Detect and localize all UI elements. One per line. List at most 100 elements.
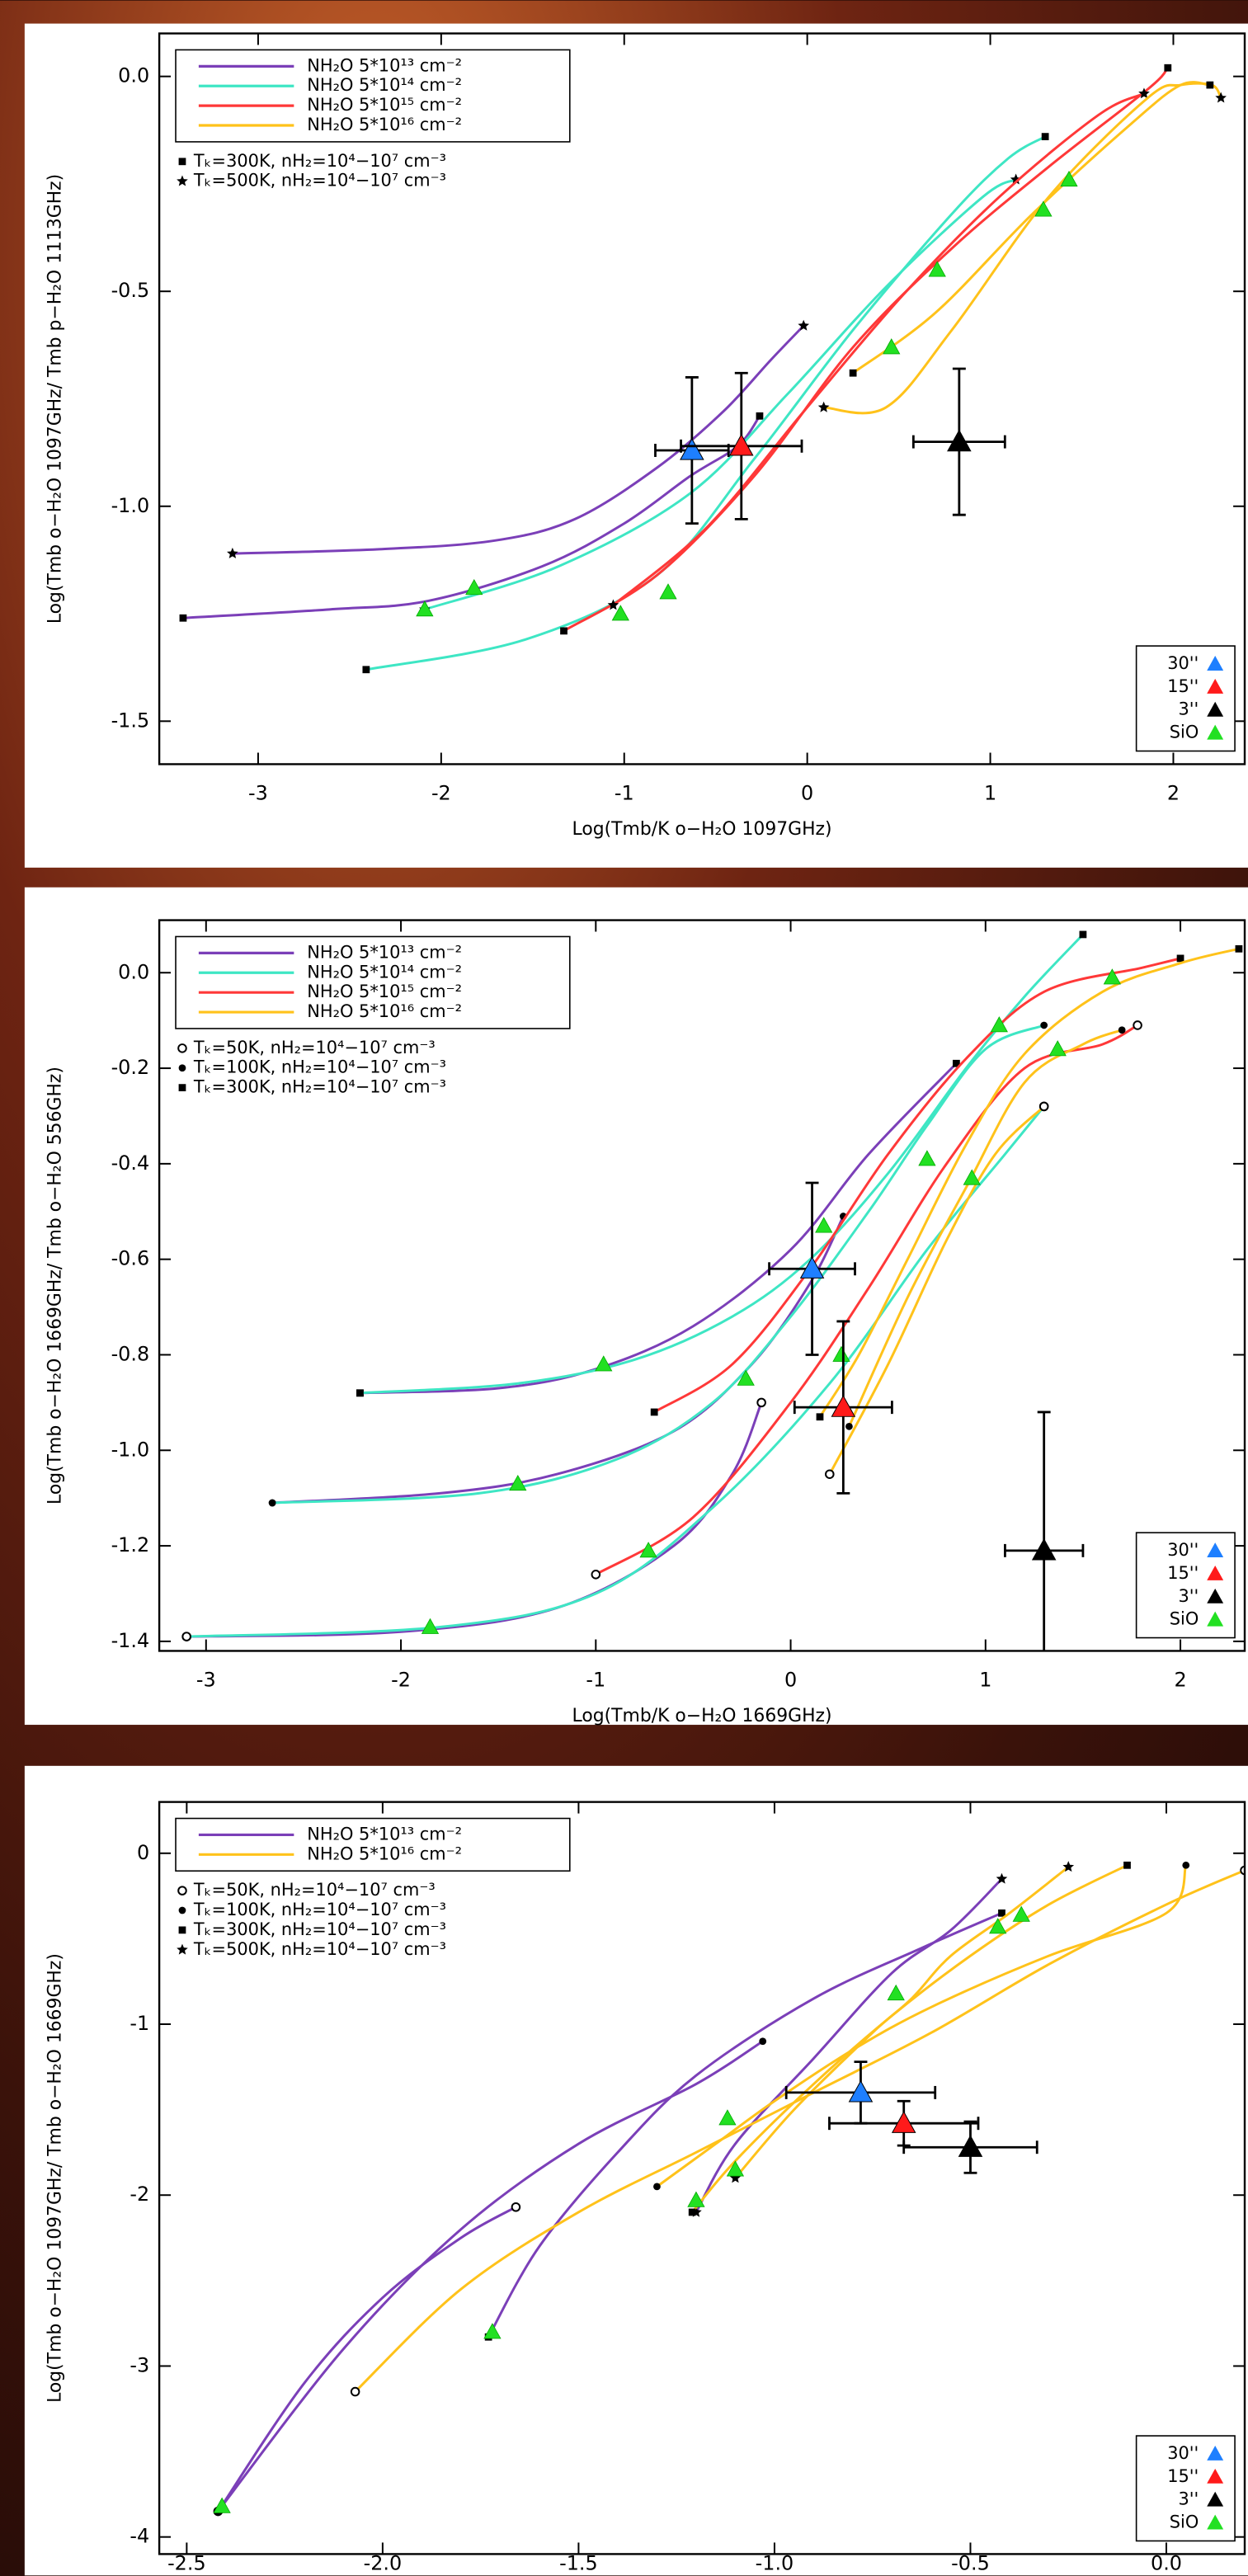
marker-circle	[757, 1399, 765, 1407]
legend-label: NH₂O 5*10¹⁶ cm⁻²	[307, 1001, 462, 1021]
obs-legend-label: 30''	[1167, 2443, 1199, 2463]
obs-legend-label: 3''	[1178, 699, 1199, 719]
marker-square	[756, 412, 764, 420]
marker-dot	[1118, 1026, 1126, 1034]
note-text: Tₖ=300K, nH₂=10⁴−10⁷ cm⁻³	[193, 1077, 446, 1097]
marker-circle	[351, 2388, 360, 2396]
note-text: Tₖ=300K, nH₂=10⁴−10⁷ cm⁻³	[193, 1919, 446, 1939]
y-tick-label: 0.0	[118, 960, 149, 983]
legend-label: NH₂O 5*10¹⁶ cm⁻²	[307, 115, 462, 134]
x-tick-label: 1	[984, 781, 996, 804]
x-tick-label: -1	[586, 1668, 605, 1691]
legend-label: NH₂O 5*10¹³ cm⁻²	[307, 55, 462, 75]
legend-label: NH₂O 5*10¹³ cm⁻²	[307, 942, 462, 962]
y-tick-label: -3	[130, 2353, 149, 2376]
note-text: Tₖ=300K, nH₂=10⁴−10⁷ cm⁻³	[193, 151, 446, 171]
note-text: Tₖ=500K, nH₂=10⁴−10⁷ cm⁻³	[193, 171, 446, 191]
marker-square	[1236, 945, 1243, 953]
x-tick-label: 2	[1167, 781, 1180, 804]
x-tick-label: -1	[615, 781, 634, 804]
x-tick-label: 1	[979, 1668, 991, 1691]
marker-square	[689, 2209, 696, 2216]
marker-dot	[759, 2037, 766, 2045]
marker-dot	[269, 1500, 276, 1507]
note-text: Tₖ=100K, nH₂=10⁴−10⁷ cm⁻³	[193, 1057, 446, 1077]
note-symbol	[178, 1044, 186, 1053]
obs-legend-label: SiO	[1170, 1609, 1199, 1629]
y-tick-label: 0	[137, 1841, 149, 1864]
y-tick-label: 0.0	[118, 64, 149, 87]
x-tick-label: 2	[1174, 1668, 1186, 1691]
marker-square	[850, 370, 857, 377]
obs-legend-label: 30''	[1167, 653, 1199, 673]
marker-dot	[653, 2183, 661, 2190]
marker-circle	[1040, 1103, 1048, 1111]
marker-square	[651, 1409, 658, 1416]
obs-legend-label: SiO	[1170, 2512, 1199, 2532]
marker-square	[1177, 955, 1184, 963]
legend-label: NH₂O 5*10¹⁵ cm⁻²	[307, 95, 462, 115]
note-symbol	[179, 1064, 186, 1071]
marker-square	[180, 615, 187, 622]
x-axis-label: Log(Tmb/K o−H₂O 1669GHz)	[572, 1706, 832, 1726]
y-tick-label: -0.5	[111, 279, 150, 302]
marker-circle	[1133, 1021, 1142, 1029]
note-symbol	[179, 1084, 186, 1091]
obs-legend-label: 3''	[1178, 1586, 1199, 1606]
marker-square	[1164, 64, 1171, 72]
marker-square	[817, 1413, 824, 1420]
obs-legend-label: 3''	[1178, 2489, 1199, 2509]
y-tick-label: -1.0	[111, 494, 150, 517]
marker-square	[1042, 133, 1049, 140]
note-symbol	[179, 1907, 186, 1914]
marker-square	[560, 628, 567, 635]
x-tick-label: 0	[801, 781, 813, 804]
legend-label: NH₂O 5*10¹⁶ cm⁻²	[307, 1844, 462, 1863]
y-tick-label: -2	[130, 2183, 149, 2206]
y-tick-label: -1.4	[111, 1629, 150, 1652]
marker-circle	[512, 2203, 520, 2211]
marker-square	[356, 1389, 364, 1396]
note-symbol	[179, 158, 186, 165]
y-axis-label: Log(Tmb o−H₂O 1097GHz/ Tmb p−H₂O 1113GHz…	[45, 174, 66, 624]
x-axis-label: Log(Tmb/K o−H₂O 1097GHz)	[572, 819, 832, 840]
obs-legend-label: SiO	[1170, 723, 1199, 742]
marker-dot	[1040, 1022, 1048, 1029]
obs-legend-label: 15''	[1167, 676, 1199, 696]
note-symbol	[178, 1886, 186, 1895]
x-tick-label: -3	[196, 1668, 216, 1691]
obs-legend-label: 15''	[1167, 2466, 1199, 2486]
marker-square	[1080, 931, 1087, 939]
y-tick-label: -0.2	[111, 1056, 150, 1079]
page: {"chart_data": [ {"type": "line", "xlabe…	[0, 0, 1248, 2576]
note-text: Tₖ=50K, nH₂=10⁴−10⁷ cm⁻³	[193, 1880, 436, 1900]
marker-square	[362, 666, 370, 673]
x-tick-label: -2	[391, 1668, 411, 1691]
y-axis-label: Log(Tmb o−H₂O 1669GHz/ Tmb o−H₂O 556GHz)	[45, 1067, 66, 1505]
y-tick-label: -0.8	[111, 1342, 150, 1365]
legend-label: NH₂O 5*10¹³ cm⁻²	[307, 1824, 462, 1844]
legend-label: NH₂O 5*10¹⁴ cm⁻²	[307, 75, 462, 95]
y-tick-label: -1.0	[111, 1438, 150, 1461]
y-axis-label: Log(Tmb o−H₂O 1097GHz/ Tmb o−H₂O 1669GHz…	[45, 1953, 66, 2403]
note-text: Tₖ=50K, nH₂=10⁴−10⁷ cm⁻³	[193, 1038, 436, 1057]
marker-square	[1206, 82, 1213, 89]
marker-circle	[182, 1632, 191, 1641]
figure: -3 -2 -1 0 1 2 0.0 -0.5 -1.0 -1.5 NH₂O 5*10¹³ cm⁻²…	[0, 0, 1248, 2576]
marker-circle	[592, 1571, 600, 1579]
y-tick-label: -0.4	[111, 1151, 150, 1175]
y-tick-label: -4	[130, 2525, 149, 2548]
marker-circle	[826, 1470, 834, 1478]
obs-legend-label: 15''	[1167, 1563, 1199, 1583]
note-text: Tₖ=100K, nH₂=10⁴−10⁷ cm⁻³	[193, 1900, 446, 1919]
legend-label: NH₂O 5*10¹⁴ cm⁻²	[307, 962, 462, 982]
note-symbol	[179, 1927, 186, 1934]
y-tick-label: -1.5	[111, 709, 150, 732]
y-tick-label: -0.6	[111, 1247, 150, 1270]
marker-dot	[1182, 1862, 1189, 1869]
legend-label: NH₂O 5*10¹⁵ cm⁻²	[307, 982, 462, 1001]
y-tick-label: -1.2	[111, 1533, 150, 1556]
marker-dot	[845, 1423, 853, 1430]
note-text: Tₖ=500K, nH₂=10⁴−10⁷ cm⁻³	[193, 1939, 446, 1959]
x-tick-label: 0	[784, 1668, 797, 1691]
